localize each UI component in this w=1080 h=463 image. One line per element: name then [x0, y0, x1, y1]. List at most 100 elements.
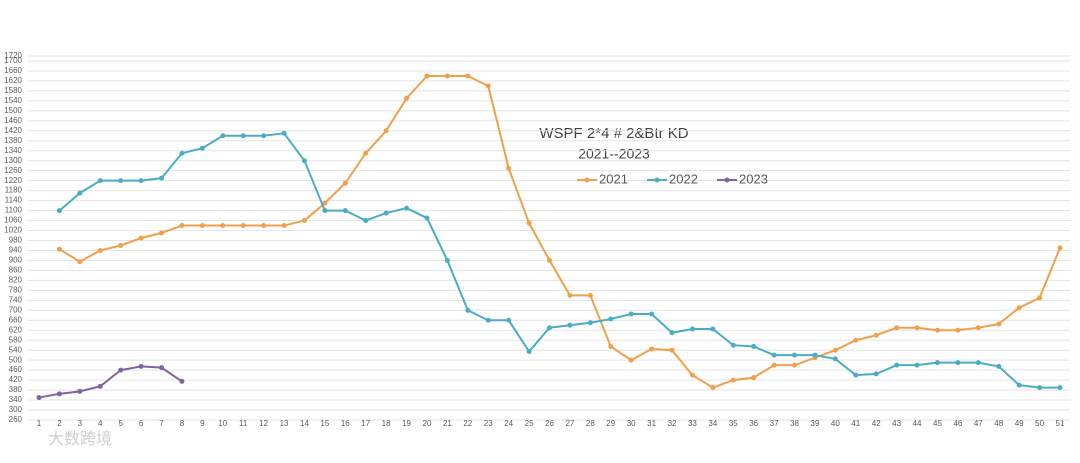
data-point	[873, 371, 879, 377]
data-point	[832, 356, 838, 362]
data-point	[1037, 295, 1043, 301]
y-tick-label: 1620	[4, 76, 22, 85]
series-line	[38, 365, 183, 399]
x-tick-label: 47	[974, 419, 983, 428]
y-tick-label: 1140	[5, 196, 23, 205]
data-point	[792, 352, 798, 358]
x-tick-label: 19	[402, 419, 411, 428]
y-tick-label: 580	[9, 335, 23, 344]
data-point	[996, 363, 1002, 369]
x-tick-label: 13	[280, 419, 289, 428]
data-point	[1016, 305, 1022, 311]
data-point	[526, 220, 532, 226]
y-tick-label: 1260	[4, 166, 22, 175]
data-point	[383, 128, 389, 134]
y-tick-label: 780	[9, 285, 23, 294]
data-point	[526, 348, 532, 354]
data-point	[608, 343, 614, 349]
chart-subtitle: 2021--2023	[578, 146, 650, 162]
x-tick-label: 23	[484, 419, 493, 428]
x-tick-label: 22	[463, 419, 472, 428]
data-point	[179, 150, 185, 156]
x-tick-label: 31	[647, 419, 656, 428]
y-tick-label: 420	[9, 375, 23, 384]
data-point	[628, 311, 634, 317]
x-tick-label: 41	[851, 419, 860, 428]
y-tick-label: 1220	[4, 176, 22, 185]
data-point	[363, 150, 369, 156]
x-tick-label: 35	[729, 419, 738, 428]
y-tick-label: 1500	[4, 106, 22, 115]
y-tick-label: 380	[9, 385, 23, 394]
x-tick-label: 33	[688, 419, 697, 428]
data-point	[220, 223, 226, 229]
data-point	[97, 383, 103, 389]
series-line	[58, 132, 1060, 389]
data-point	[56, 391, 62, 397]
x-tick-label: 36	[749, 419, 758, 428]
data-point	[240, 223, 246, 229]
data-point	[301, 158, 307, 164]
x-tick-label: 11	[239, 419, 248, 428]
data-point	[649, 311, 655, 317]
data-point	[710, 326, 716, 332]
y-tick-label: 1660	[4, 66, 22, 75]
data-point	[281, 130, 287, 136]
data-point	[159, 365, 165, 371]
data-point	[567, 322, 573, 328]
x-tick-label: 51	[1056, 419, 1065, 428]
x-tick-label: 32	[668, 419, 677, 428]
data-point	[77, 388, 83, 394]
y-tick-label: 260	[9, 415, 23, 424]
chart-title: WSPF 2*4 # 2&Btr KD	[539, 125, 688, 142]
data-point	[669, 330, 675, 336]
x-tick-label: 46	[953, 419, 962, 428]
x-tick-label: 9	[200, 419, 205, 428]
x-tick-label: 4	[98, 419, 103, 428]
data-point	[424, 73, 430, 79]
x-tick-label: 30	[627, 419, 636, 428]
data-point	[138, 235, 144, 241]
legend-marker	[584, 177, 590, 183]
data-point	[914, 325, 920, 331]
x-tick-label: 45	[933, 419, 942, 428]
data-point	[118, 178, 124, 184]
x-tick-label: 28	[586, 419, 595, 428]
x-tick-label: 1	[37, 419, 42, 428]
y-tick-label: 1340	[4, 146, 22, 155]
y-tick-label: 860	[9, 266, 23, 275]
data-point	[97, 247, 103, 253]
data-point	[751, 343, 757, 349]
data-point	[77, 190, 83, 196]
y-tick-label: 740	[9, 295, 23, 304]
y-tick-label: 1580	[4, 86, 22, 95]
x-tick-label: 21	[443, 419, 452, 428]
data-point	[1057, 245, 1063, 251]
data-point	[56, 246, 62, 252]
y-tick-label: 500	[9, 355, 23, 364]
data-point	[138, 178, 144, 184]
x-tick-label: 27	[565, 419, 574, 428]
y-tick-label: 940	[9, 246, 23, 255]
data-point	[159, 175, 165, 181]
data-point	[771, 352, 777, 358]
data-point	[261, 223, 267, 229]
y-tick-label: 540	[9, 345, 23, 354]
data-point	[832, 347, 838, 353]
data-point	[587, 320, 593, 326]
data-point	[914, 362, 920, 368]
data-point	[199, 223, 205, 229]
y-tick-label: 1300	[4, 156, 22, 165]
data-point	[322, 200, 328, 206]
data-point	[812, 352, 818, 358]
data-point	[792, 362, 798, 368]
data-point	[404, 205, 410, 211]
data-point	[465, 307, 471, 313]
y-tick-label: 1380	[4, 136, 22, 145]
data-point	[322, 208, 328, 214]
data-point	[444, 257, 450, 263]
x-tick-label: 26	[545, 419, 554, 428]
x-tick-label: 3	[78, 419, 83, 428]
x-tick-label: 37	[770, 419, 779, 428]
